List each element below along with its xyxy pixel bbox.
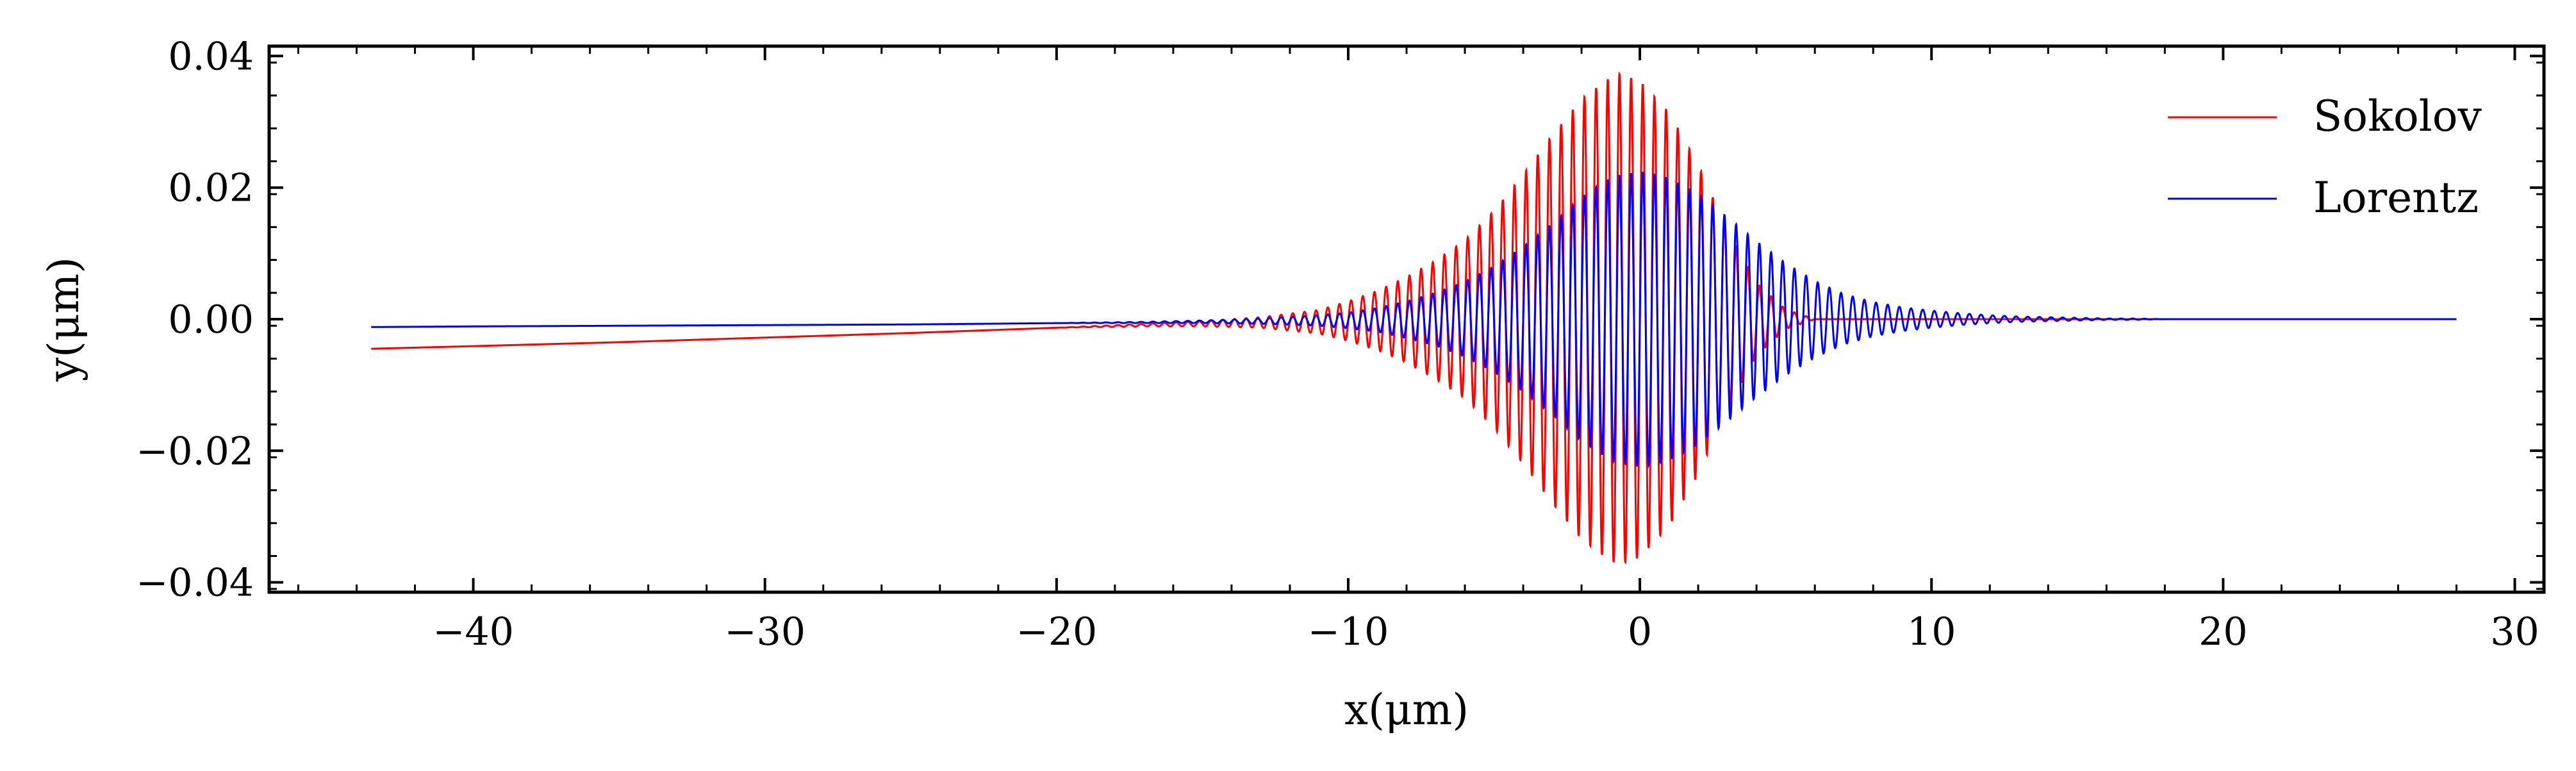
y-tick-label: 0.02 xyxy=(168,166,254,211)
x-tick-label: −10 xyxy=(1308,609,1389,654)
x-tick-label: −30 xyxy=(724,609,805,654)
y-tick-label: 0.04 xyxy=(168,34,254,79)
x-tick-label: −40 xyxy=(433,609,514,654)
legend-label-sokolov: Sokolov xyxy=(2313,92,2482,141)
y-tick-label: −0.04 xyxy=(136,561,254,606)
series-layer xyxy=(371,71,2457,565)
x-tick-label: 30 xyxy=(2490,609,2539,654)
x-axis-label: x(μm) xyxy=(1344,685,1469,734)
series-line-lorentz xyxy=(371,171,2457,469)
plot-frame xyxy=(267,44,2546,594)
y-tick-label: −0.02 xyxy=(136,429,254,474)
y-axis-label: y(μm) xyxy=(39,257,88,382)
x-tick-label: 20 xyxy=(2199,609,2247,654)
legend: Sokolov Lorentz xyxy=(2168,92,2482,222)
x-tick-label: 0 xyxy=(1628,609,1652,654)
x-tick-label: 10 xyxy=(1907,609,1956,654)
x-tick-label: −20 xyxy=(1016,609,1098,654)
tick-layer: −40 −30 −20 −10 0 10 20 30 −0.04 −0.02 0.00 0.02 0.0… xyxy=(136,34,2544,654)
legend-label-lorentz: Lorentz xyxy=(2313,173,2479,222)
y-tick-label: 0.00 xyxy=(168,297,254,342)
